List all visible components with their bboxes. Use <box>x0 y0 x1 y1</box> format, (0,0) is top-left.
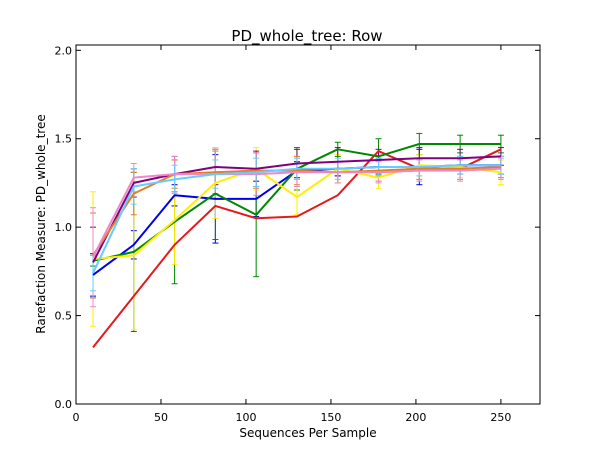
plot-frame <box>75 44 541 405</box>
y-axis-label: Rarefaction Measure: PD_whole_tree <box>34 114 48 333</box>
x-tick-label: 100 <box>235 411 256 424</box>
axis-ticks: 0 50 100 150 200 250 0.0 0.5 1.0 1.5 2.0 <box>55 44 540 424</box>
x-tick-label: 250 <box>490 411 511 424</box>
series-5-line <box>92 166 501 256</box>
x-tick-label: 0 <box>73 411 80 424</box>
x-tick-label: 150 <box>320 411 341 424</box>
series-6-line <box>92 167 501 258</box>
y-tick-label: 1.5 <box>55 133 73 146</box>
y-tick-label: 2.0 <box>55 44 73 57</box>
y-tick-label: 0.0 <box>55 398 73 411</box>
plot-area <box>89 132 504 349</box>
x-axis-label: Sequences Per Sample <box>239 426 376 440</box>
chart-title: PD_whole_tree: Row <box>231 27 382 46</box>
y-tick-label: 0.5 <box>55 310 73 323</box>
series-4-line <box>92 155 501 263</box>
series-7-line <box>92 164 501 274</box>
x-tick-label: 50 <box>154 411 168 424</box>
x-tick-label: 200 <box>405 411 426 424</box>
y-tick-label: 1.0 <box>55 221 73 234</box>
